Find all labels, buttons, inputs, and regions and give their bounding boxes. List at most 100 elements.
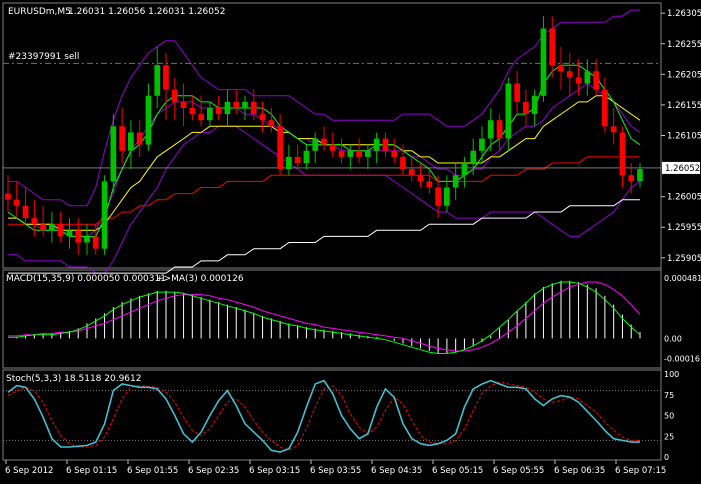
stoch-main-line bbox=[7, 379, 640, 453]
candle-body bbox=[75, 230, 82, 243]
price-axis: 1.26305 1.26255 1.26205 1.26155 1.26105 1.260… bbox=[661, 9, 701, 264]
symbol-label: EURUSDm,M5 bbox=[8, 7, 71, 17]
candle-body bbox=[593, 71, 599, 90]
time-tick-label: 6 Sep 03:15 bbox=[249, 466, 300, 476]
candle-body bbox=[452, 175, 459, 188]
candle-body bbox=[356, 150, 362, 157]
macd-label: MACD(15,35,9) 0.000050 0.000311 bbox=[6, 274, 166, 284]
price-tick-label: 1.26005 bbox=[667, 193, 701, 203]
candle-body bbox=[101, 181, 108, 249]
candle-body bbox=[286, 156, 292, 170]
candle-body bbox=[523, 101, 529, 115]
candle-body bbox=[487, 120, 494, 139]
stoch-label: Stoch(5,3,3) 18.5118 20.9612 bbox=[6, 374, 141, 384]
candle-body bbox=[31, 218, 38, 225]
stoch-tick-label: 25 bbox=[664, 432, 674, 441]
candle-body bbox=[619, 132, 626, 176]
candle-body bbox=[470, 150, 477, 163]
stoch-tick-label: 0 bbox=[664, 453, 669, 462]
time-axis: 6 Sep 2012 6 Sep 01:15 6 Sep 01:55 6 Sep 02… bbox=[5, 460, 666, 476]
candle-body bbox=[365, 150, 371, 157]
candle-body bbox=[496, 120, 503, 139]
candle-body bbox=[637, 169, 643, 182]
ohlc-label: 1.26031 1.26056 1.26031 1.26052 bbox=[68, 7, 225, 17]
candle-body bbox=[242, 101, 248, 108]
candle-body bbox=[584, 71, 591, 84]
candle-body bbox=[329, 144, 336, 151]
order-label: #23397991 sell bbox=[8, 52, 79, 62]
ma-long-line bbox=[8, 199, 640, 274]
candle-body bbox=[294, 156, 301, 163]
candle-body bbox=[558, 65, 564, 72]
candle-body bbox=[400, 156, 406, 170]
candle-body bbox=[154, 65, 161, 96]
candle-body bbox=[338, 150, 345, 157]
current-price-tag: 1.26052 bbox=[665, 164, 700, 174]
stoch-tick-label: 50 bbox=[664, 412, 674, 421]
candle-body bbox=[444, 187, 450, 206]
candle-body bbox=[180, 101, 187, 108]
price-tick-label: 1.26205 bbox=[667, 70, 701, 80]
current-price-box bbox=[662, 161, 700, 174]
candle-body bbox=[602, 89, 608, 127]
candle-body bbox=[417, 175, 424, 182]
candle-body bbox=[119, 126, 125, 151]
candle-body bbox=[22, 205, 29, 218]
candle-body bbox=[145, 95, 152, 145]
candle-body bbox=[610, 126, 617, 133]
candle-body bbox=[628, 175, 635, 182]
candle-body bbox=[233, 101, 240, 108]
candle-body bbox=[224, 101, 231, 115]
candle-body bbox=[110, 126, 117, 182]
time-tick-label: 6 Sep 05:55 bbox=[493, 466, 544, 476]
macd-axis: 0.000481 0.00 -0.00016 bbox=[664, 274, 701, 363]
candle-body bbox=[408, 169, 415, 176]
candle-body bbox=[391, 150, 398, 157]
candle-body bbox=[531, 95, 538, 114]
candle-body bbox=[382, 138, 389, 151]
price-tick-label: 1.26305 bbox=[667, 9, 701, 19]
macd-signal-line bbox=[8, 281, 641, 352]
stoch-signal-line bbox=[7, 381, 640, 451]
candle-body bbox=[303, 150, 310, 163]
time-tick-label: 6 Sep 04:35 bbox=[371, 466, 422, 476]
macd-panel bbox=[8, 280, 641, 354]
candle-body bbox=[57, 224, 64, 237]
candle-body bbox=[250, 101, 257, 115]
time-tick-label: 6 Sep 02:35 bbox=[188, 466, 239, 476]
candle-body bbox=[128, 132, 134, 151]
price-tick-label: 1.26105 bbox=[667, 132, 701, 142]
time-tick-label: 6 Sep 01:55 bbox=[127, 466, 178, 476]
candle-body bbox=[207, 108, 213, 121]
candle-body bbox=[189, 108, 196, 115]
stoch-panel bbox=[3, 379, 661, 453]
price-tick-label: 1.25955 bbox=[667, 223, 701, 233]
candle-body bbox=[575, 77, 582, 84]
price-tick-label: 1.25905 bbox=[667, 254, 701, 264]
candle-body bbox=[540, 28, 547, 96]
stoch-tick-label: 100 bbox=[664, 370, 679, 379]
candle-body bbox=[268, 120, 275, 127]
candle-body bbox=[461, 163, 468, 176]
candle-body bbox=[549, 28, 556, 66]
candle-body bbox=[66, 230, 73, 237]
candle-body bbox=[566, 71, 573, 78]
candle-body bbox=[92, 236, 99, 249]
candle-body bbox=[13, 199, 20, 206]
candle-body bbox=[312, 138, 319, 151]
candle-body bbox=[49, 224, 55, 231]
candle-body bbox=[347, 150, 354, 157]
time-tick-label: 6 Sep 01:15 bbox=[66, 466, 117, 476]
time-tick-label: 6 Sep 07:15 bbox=[615, 466, 666, 476]
candle-body bbox=[198, 114, 204, 121]
stoch-axis: 100 75 50 25 0 bbox=[664, 370, 679, 462]
candle-body bbox=[163, 65, 169, 90]
candle-body bbox=[373, 138, 380, 151]
time-tick-label: 6 Sep 05:15 bbox=[432, 466, 483, 476]
candle-body bbox=[426, 181, 433, 188]
candle-body bbox=[215, 108, 222, 115]
time-tick-label: 6 Sep 03:55 bbox=[310, 466, 361, 476]
macd-tick-label: 0.000481 bbox=[664, 274, 701, 283]
